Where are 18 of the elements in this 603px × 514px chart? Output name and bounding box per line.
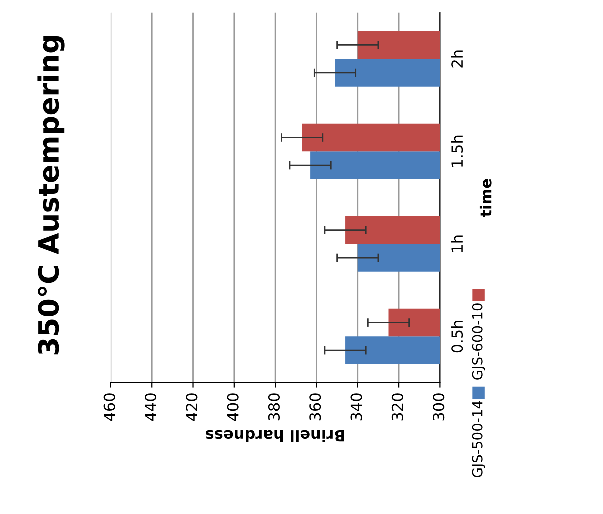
x-tick-label: 300 bbox=[433, 394, 445, 421]
x-tick-label: 340 bbox=[350, 394, 362, 421]
x-tick-label: 420 bbox=[186, 394, 198, 422]
text: 350°C Austempering bbox=[38, 36, 65, 355]
y-tick-label: 2h bbox=[451, 50, 463, 68]
y-axis-title: time bbox=[480, 179, 492, 218]
x-axis-title: Brinell hardness bbox=[206, 430, 344, 442]
x-tick-label: 380 bbox=[268, 394, 280, 421]
x-tick-label: 460 bbox=[104, 394, 116, 422]
y-tick-label: 1.5h bbox=[451, 136, 464, 167]
x-tick-label: 400 bbox=[227, 394, 239, 422]
legend-label: GJS-500-14 bbox=[472, 401, 486, 478]
x-tick-label: 320 bbox=[392, 394, 404, 421]
y-tick-label: 1h bbox=[451, 236, 463, 252]
y-tick-label: 0.5h bbox=[451, 320, 464, 353]
legend-label: GJS-600-10 bbox=[472, 304, 486, 380]
x-tick-label: 440 bbox=[144, 394, 157, 422]
x-tick-label: 360 bbox=[310, 394, 322, 421]
